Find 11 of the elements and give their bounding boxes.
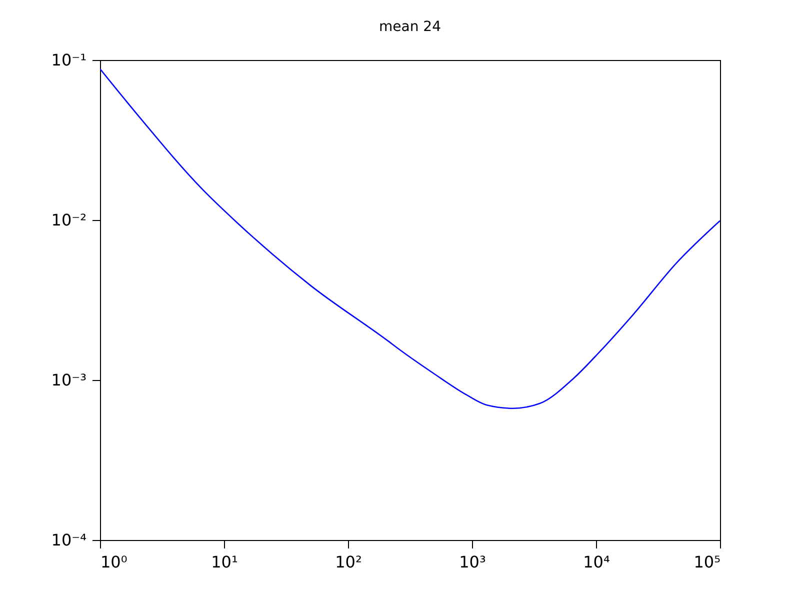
x-tick-label: 10¹: [211, 552, 238, 572]
y-tick-label: 10⁻²: [51, 210, 86, 230]
y-tick-label: 10⁻⁴: [51, 530, 86, 550]
x-tick-label: 10⁵: [694, 552, 720, 572]
x-tick-label: 10⁰: [100, 552, 128, 572]
chart-title: mean 24: [379, 19, 442, 35]
x-tick-label: 10⁴: [583, 552, 610, 572]
y-tick-label: 10⁻¹: [51, 50, 86, 70]
x-tick-label: 10³: [459, 552, 486, 572]
y-tick-label: 10⁻³: [51, 370, 86, 390]
x-tick-label: 10²: [335, 552, 362, 572]
